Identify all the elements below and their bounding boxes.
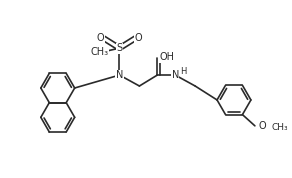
Text: OH: OH (160, 52, 175, 62)
Text: N: N (116, 70, 123, 80)
Text: CH₃: CH₃ (272, 123, 288, 132)
Text: CH₃: CH₃ (91, 47, 109, 57)
Text: O: O (97, 33, 104, 43)
Text: S: S (117, 43, 123, 53)
Text: H: H (180, 67, 187, 76)
Text: N: N (172, 70, 179, 80)
Text: O: O (135, 33, 142, 43)
Text: O: O (258, 121, 266, 131)
